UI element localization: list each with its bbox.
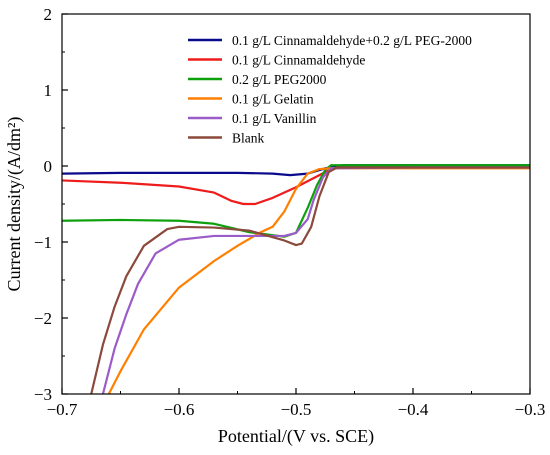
legend-label-3: 0.2 g/L PEG2000 (232, 72, 327, 87)
y-axis-label: Current density/(A/dm²) (4, 117, 25, 292)
x-tick-label-1: −0.7 (47, 400, 78, 419)
x-tick-label-5: −0.3 (515, 400, 546, 419)
x-axis-label: Potential/(V vs. SCE) (218, 426, 374, 447)
series-line-4 (107, 167, 530, 394)
series-layer (62, 164, 530, 394)
legend-label-5: 0.1 g/L Vanillin (232, 111, 317, 126)
series-line-6 (90, 166, 530, 394)
x-tick-label-3: −0.5 (281, 400, 312, 419)
y-tick-label-6: 2 (44, 5, 53, 24)
y-tick-label-3: −1 (34, 233, 52, 252)
x-tick-label-4: −0.4 (398, 400, 429, 419)
legend-label-4: 0.1 g/L Gelatin (232, 92, 314, 107)
legend-label-1: 0.1 g/L Cinnamaldehyde+0.2 g/L PEG-2000 (232, 33, 472, 48)
legend-label-2: 0.1 g/L Cinnamaldehyde (232, 53, 365, 68)
legend-label-6: Blank (232, 131, 264, 146)
y-tick-label-5: 1 (44, 81, 53, 100)
series-line-3 (62, 164, 530, 238)
legend: 0.1 g/L Cinnamaldehyde+0.2 g/L PEG-2000 0… (188, 33, 472, 146)
y-tick-label-2: −2 (34, 309, 52, 328)
x-tick-label-2: −0.6 (164, 400, 195, 419)
y-tick-label-1: −3 (34, 385, 52, 404)
y-tick-label-4: 0 (44, 157, 53, 176)
plot-frame (61, 13, 531, 395)
series-line-5 (101, 166, 530, 394)
ticks-layer: −0.7 −0.6 −0.5 −0.4 −0.3 −3 −2 −1 0 1 2 (34, 5, 546, 419)
